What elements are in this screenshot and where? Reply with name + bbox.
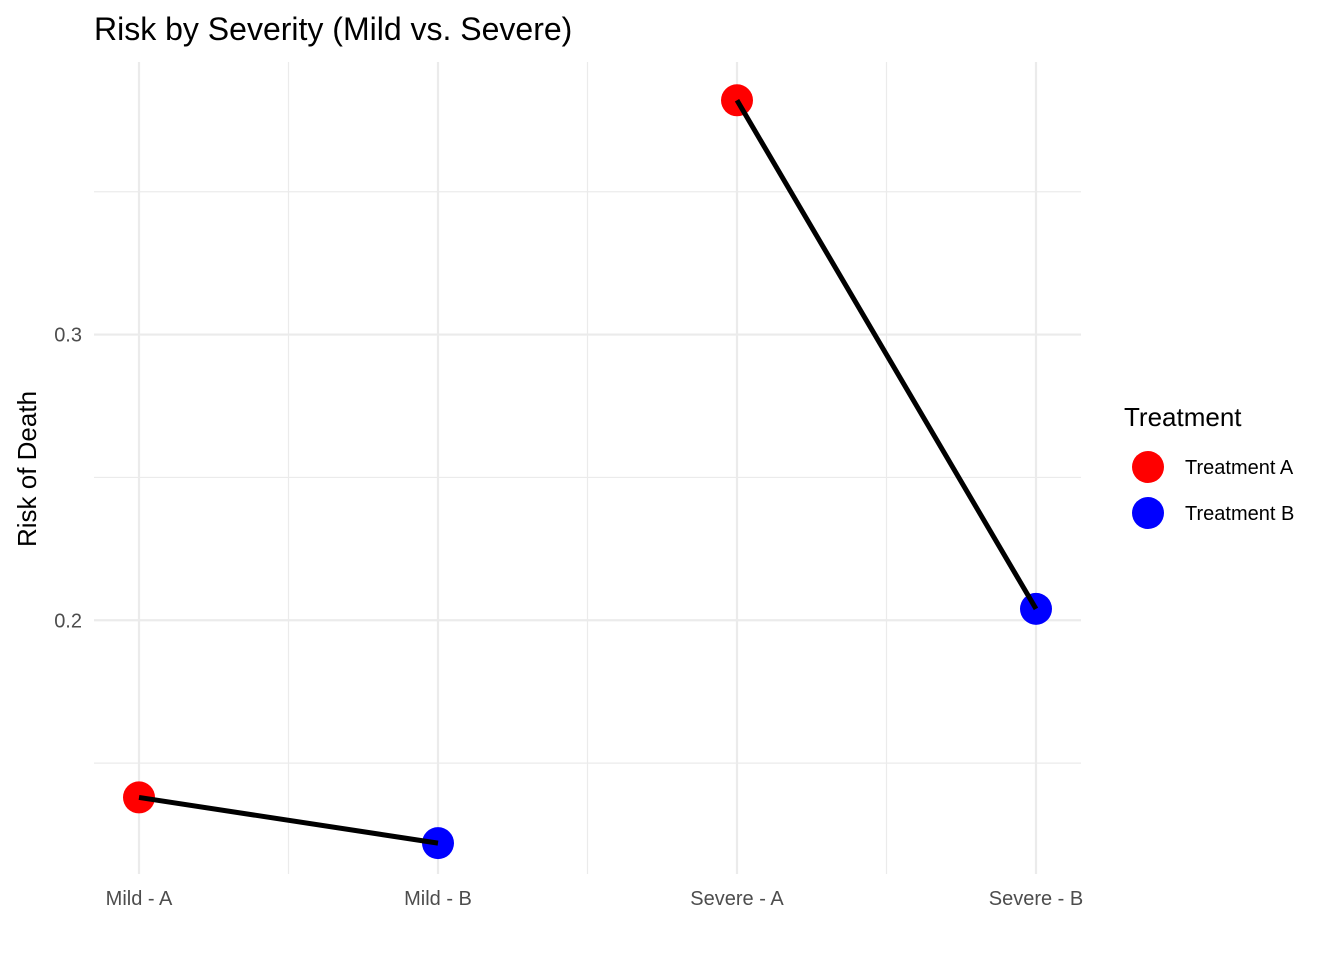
- x-tick-label: Severe - A: [690, 888, 784, 910]
- legend-key: [1132, 451, 1164, 483]
- connector-line: [138, 794, 439, 846]
- chart-title: Risk by Severity (Mild vs. Severe): [94, 11, 572, 47]
- y-axis-label: Risk of Death: [12, 391, 42, 547]
- y-tick-label: 0.3: [54, 325, 82, 347]
- legend-label: Treatment B: [1185, 503, 1294, 525]
- x-tick-label: Severe - B: [989, 888, 1083, 910]
- legend-entries: Treatment A Treatment B: [1132, 451, 1294, 529]
- grid-layer: [94, 62, 1081, 874]
- legend-title: Treatment: [1124, 402, 1242, 432]
- x-tick-label: Mild - A: [106, 888, 173, 910]
- axis-layer: 0.2 0.3 Mild - A Mild - B Severe - A Severe -…: [54, 325, 1083, 910]
- legend: Treatment Treatment A Treatment B: [1124, 402, 1294, 529]
- connector-line: [734, 99, 1039, 611]
- y-tick-label: 0.2: [54, 610, 82, 632]
- point-layer: [123, 84, 1052, 860]
- legend-key: [1132, 497, 1164, 529]
- legend-label: Treatment A: [1185, 457, 1294, 479]
- x-tick-label: Mild - B: [404, 888, 472, 910]
